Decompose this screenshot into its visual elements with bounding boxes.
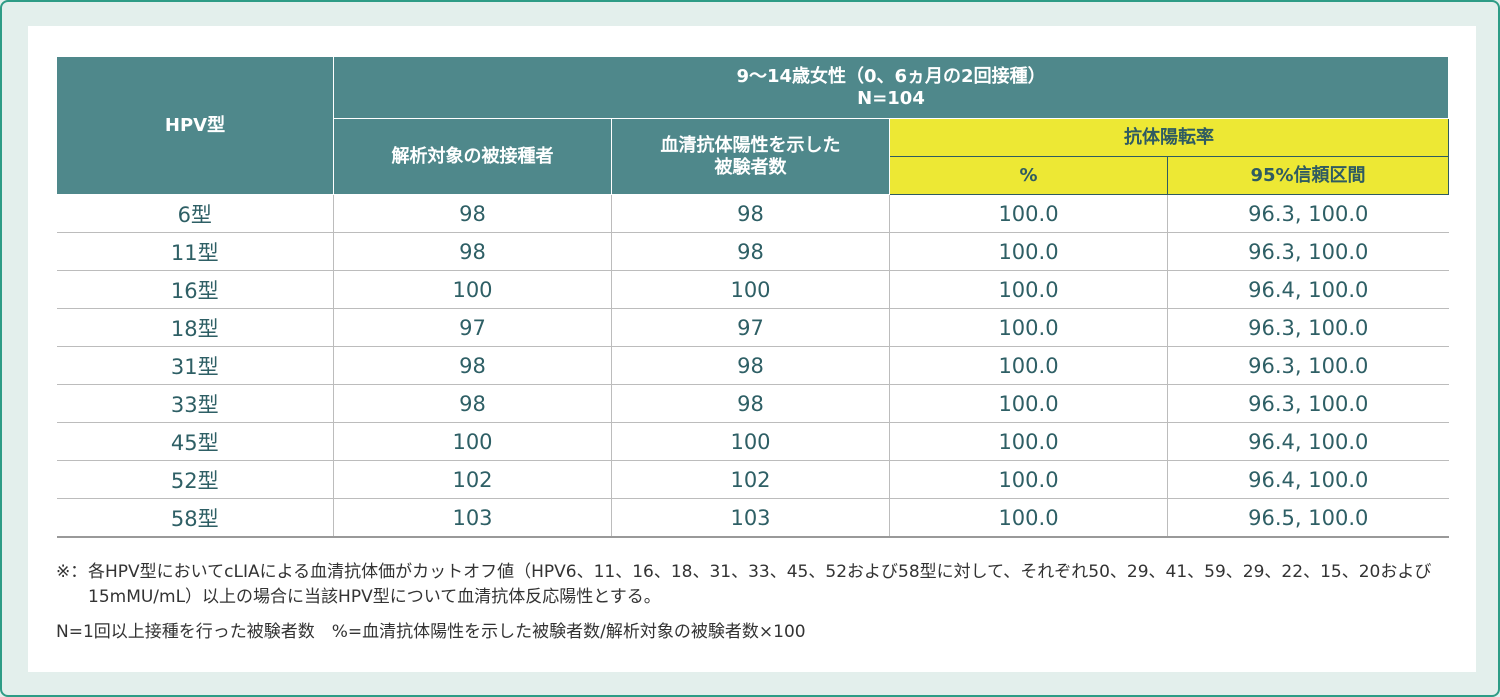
cell-seropositive: 98 — [611, 346, 890, 385]
cell-ci: 96.4, 100.0 — [1166, 270, 1449, 309]
cell-ci: 96.5, 100.0 — [1166, 498, 1449, 538]
cell-seropositive: 100 — [611, 270, 890, 309]
cell-analyzed: 97 — [333, 308, 612, 347]
table-row: 31型 98 98 100.0 96.3, 100.0 — [56, 346, 1449, 385]
table-row: 16型 100 100 100.0 96.4, 100.0 — [56, 270, 1449, 309]
cell-seropositive: 98 — [611, 384, 890, 423]
table-row: 11型 98 98 100.0 96.3, 100.0 — [56, 232, 1449, 271]
table-row: 58型 103 103 100.0 96.5, 100.0 — [56, 498, 1449, 538]
cell-hpv-type: 16型 — [56, 270, 334, 309]
cell-percent: 100.0 — [889, 422, 1168, 461]
header-conversion-rate: 抗体陽転率 — [888, 118, 1450, 157]
cell-analyzed: 100 — [333, 422, 612, 461]
cell-analyzed: 103 — [333, 498, 612, 538]
cell-hpv-type: 11型 — [56, 232, 334, 271]
cell-hpv-type: 45型 — [56, 422, 334, 461]
header-hpv-type: HPV型 — [56, 56, 334, 195]
header-percent: % — [889, 156, 1168, 195]
antibody-conversion-table: HPV型 9～14歳女性（0、6ヵ月の2回接種） N=104 解析対象の被接種者… — [56, 56, 1450, 538]
cell-ci: 96.4, 100.0 — [1166, 460, 1449, 499]
cell-ci: 96.3, 100.0 — [1166, 194, 1449, 233]
cell-hpv-type: 52型 — [56, 460, 334, 499]
cell-ci: 96.3, 100.0 — [1166, 308, 1449, 347]
cell-hpv-type: 6型 — [56, 194, 334, 233]
cell-percent: 100.0 — [889, 498, 1168, 538]
cell-percent: 100.0 — [889, 308, 1168, 347]
footnote-text: 各HPV型においてcLIAによる血清抗体価がカットオフ値（HPV6、11、16、… — [88, 562, 1432, 607]
header-seropositive: 血清抗体陽性を示した 被験者数 — [611, 118, 890, 195]
cell-ci: 96.3, 100.0 — [1166, 232, 1449, 271]
header-group-title: 9～14歳女性（0、6ヵ月の2回接種） — [736, 65, 1046, 87]
cell-seropositive: 97 — [611, 308, 890, 347]
table-row: 52型 102 102 100.0 96.4, 100.0 — [56, 460, 1449, 499]
footnote-mark: ※： — [56, 562, 88, 582]
cell-ci: 96.3, 100.0 — [1166, 384, 1449, 423]
cell-percent: 100.0 — [889, 270, 1168, 309]
header-group: 9～14歳女性（0、6ヵ月の2回接種） N=104 — [332, 56, 1450, 119]
cell-analyzed: 100 — [333, 270, 612, 309]
cell-percent: 100.0 — [889, 384, 1168, 423]
header-group-n: N=104 — [857, 87, 925, 109]
cell-percent: 100.0 — [889, 194, 1168, 233]
header-ci: 95%信頼区間 — [1166, 156, 1450, 195]
cell-percent: 100.0 — [889, 460, 1168, 499]
cell-analyzed: 98 — [333, 232, 612, 271]
content-panel: HPV型 9～14歳女性（0、6ヵ月の2回接種） N=104 解析対象の被接種者… — [28, 26, 1476, 672]
cell-seropositive: 100 — [611, 422, 890, 461]
cell-ci: 96.4, 100.0 — [1166, 422, 1449, 461]
cell-hpv-type: 18型 — [56, 308, 334, 347]
cell-percent: 100.0 — [889, 232, 1168, 271]
footnote-cutoff: ※： 各HPV型においてcLIAによる血清抗体価がカットオフ値（HPV6、11、… — [56, 560, 1456, 610]
cell-analyzed: 102 — [333, 460, 612, 499]
cell-seropositive: 103 — [611, 498, 890, 538]
cell-seropositive: 102 — [611, 460, 890, 499]
cell-hpv-type: 33型 — [56, 384, 334, 423]
table-row: 33型 98 98 100.0 96.3, 100.0 — [56, 384, 1449, 423]
cell-hpv-type: 31型 — [56, 346, 334, 385]
table-row: 45型 100 100 100.0 96.4, 100.0 — [56, 422, 1449, 461]
cell-seropositive: 98 — [611, 194, 890, 233]
cell-analyzed: 98 — [333, 346, 612, 385]
cell-analyzed: 98 — [333, 194, 612, 233]
cell-seropositive: 98 — [611, 232, 890, 271]
cell-ci: 96.3, 100.0 — [1166, 346, 1449, 385]
header-seropositive-line2: 被験者数 — [714, 156, 787, 178]
header-analyzed: 解析対象の被接種者 — [333, 118, 612, 195]
cell-analyzed: 98 — [333, 384, 612, 423]
table-row: 18型 97 97 100.0 96.3, 100.0 — [56, 308, 1449, 347]
table-row: 6型 98 98 100.0 96.3, 100.0 — [56, 194, 1449, 233]
footnote-definition: N=1回以上接種を行った被験者数 %=血清抗体陽性を示した被験者数/解析対象の被… — [56, 622, 806, 642]
cell-percent: 100.0 — [889, 346, 1168, 385]
header-seropositive-line1: 血清抗体陽性を示した — [660, 134, 841, 156]
cell-hpv-type: 58型 — [56, 498, 334, 538]
footnotes: ※： 各HPV型においてcLIAによる血清抗体価がカットオフ値（HPV6、11、… — [56, 560, 1456, 645]
